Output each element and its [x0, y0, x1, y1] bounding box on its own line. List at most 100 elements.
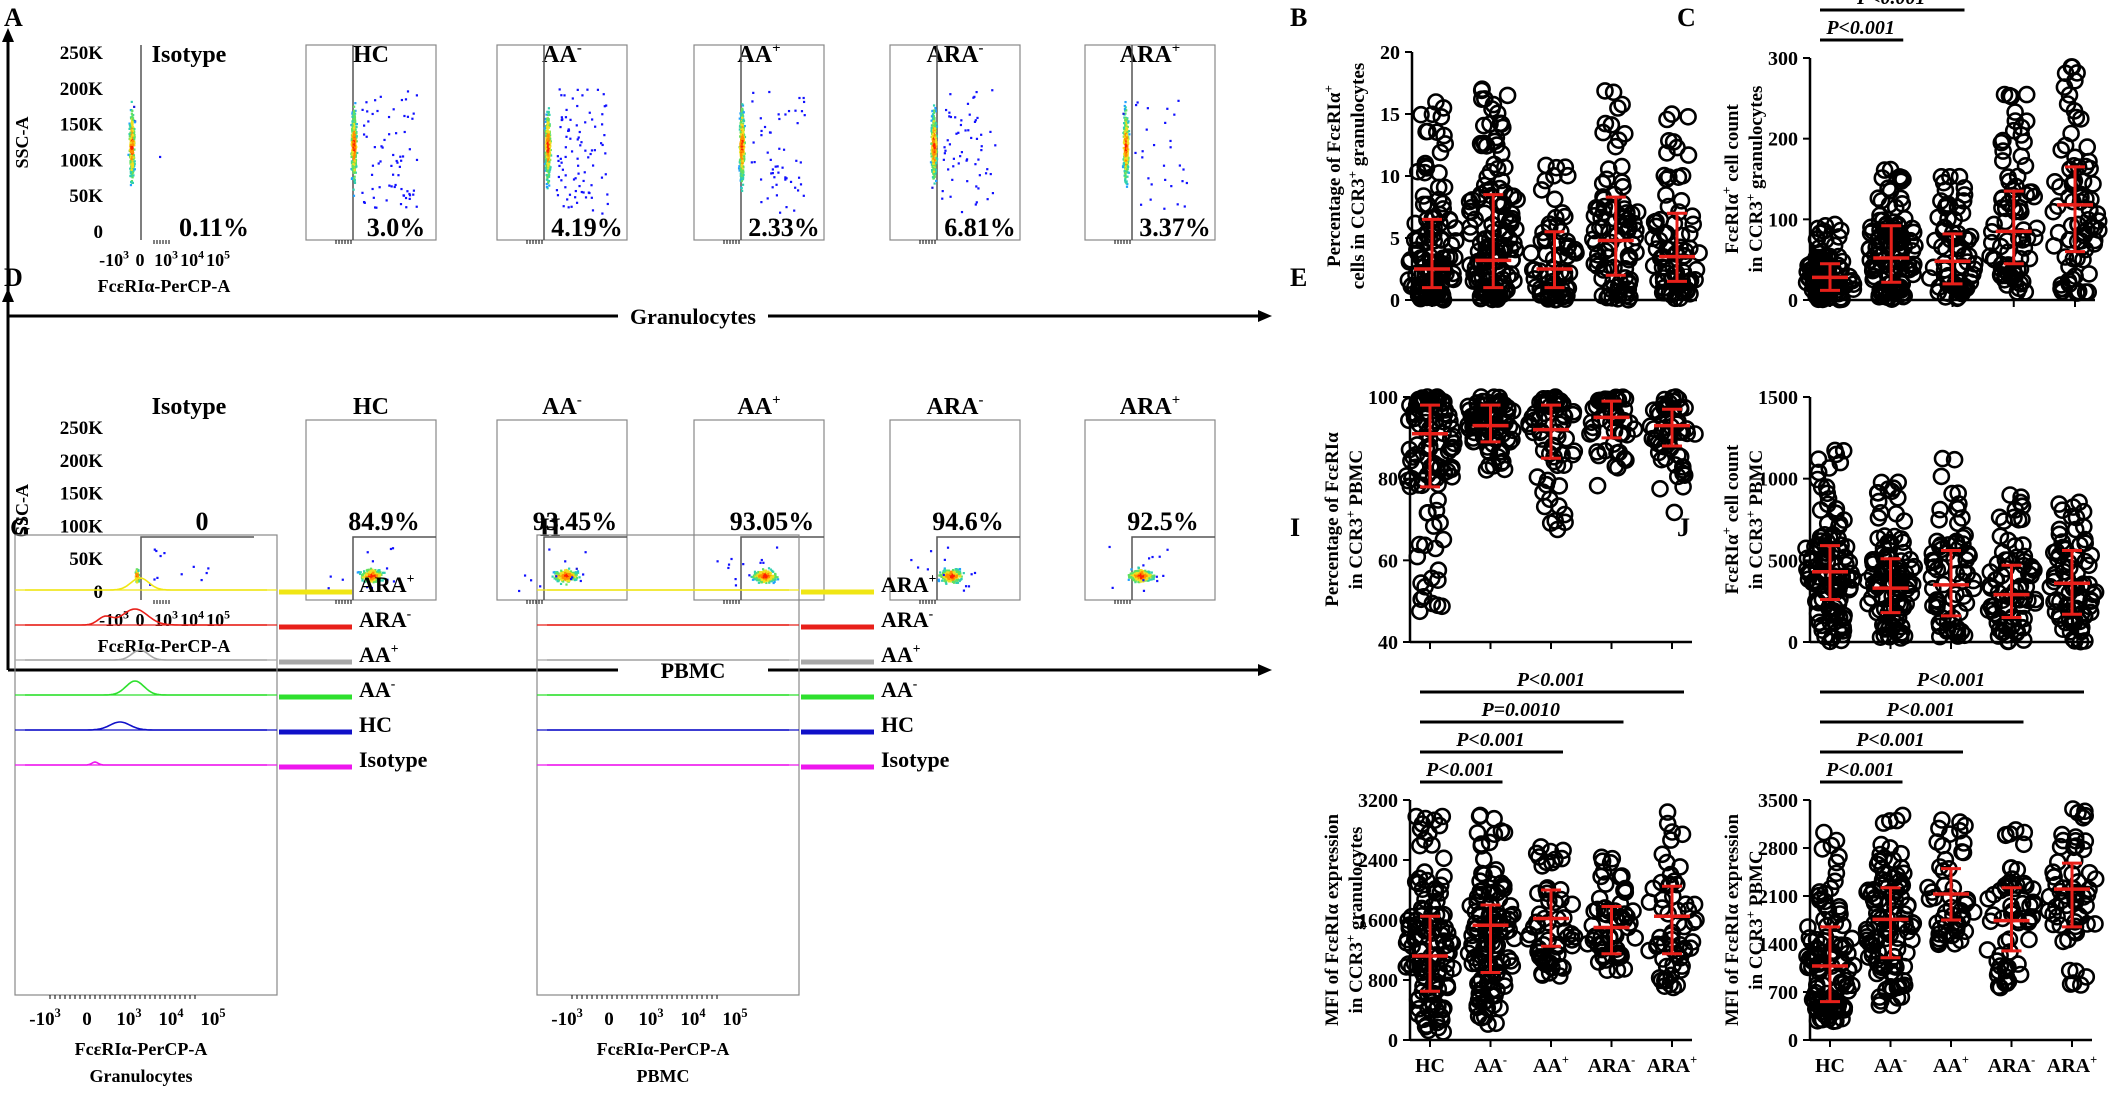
event-dot [131, 163, 134, 166]
event-dot [1137, 569, 1140, 572]
event-dot [133, 144, 136, 147]
y-axis-label-text: cells in CCR3 [1348, 178, 1369, 289]
event-dot [741, 141, 744, 144]
event-dot [353, 181, 357, 185]
event-dot [369, 567, 373, 570]
event-dot [1151, 555, 1154, 559]
event-dot [549, 134, 552, 137]
event-dot [739, 121, 742, 125]
event-dot [1124, 116, 1127, 119]
event-dot [743, 142, 746, 145]
event-dot [569, 137, 572, 140]
legend-label: AA+ [359, 641, 399, 667]
event-dot [753, 160, 756, 164]
event-dot [134, 576, 138, 580]
hist-xtick: -103 [29, 1006, 61, 1030]
event-dot [371, 112, 374, 116]
event-dot [377, 569, 380, 572]
event-dot [740, 139, 743, 142]
gate-percentage: 0.11% [179, 213, 249, 242]
event-dot [1132, 578, 1135, 581]
event-dot [1152, 577, 1155, 581]
event-dot [353, 122, 356, 125]
fc-xtick-base: -10 [99, 610, 123, 630]
event-dot [716, 560, 719, 563]
event-dot [1144, 574, 1147, 577]
event-dot [798, 96, 801, 100]
event-dot [367, 578, 371, 581]
event-dot [366, 570, 369, 573]
event-dot [1127, 574, 1130, 577]
event-dot [957, 162, 960, 165]
event-dot [770, 576, 773, 579]
histogram-curve [25, 649, 267, 661]
event-dot [128, 127, 131, 130]
event-dot [777, 113, 780, 116]
event-dot [948, 143, 952, 146]
event-dot [1126, 146, 1129, 149]
event-dot [949, 195, 952, 198]
event-dot [931, 186, 934, 189]
event-dot [935, 179, 938, 183]
event-dot [130, 154, 133, 158]
event-dot [375, 574, 378, 577]
event-dot [1139, 569, 1142, 572]
event-dot [931, 131, 934, 135]
event-dot [544, 125, 548, 128]
ssc-tick-label: 50K [69, 186, 103, 207]
event-dot [548, 113, 551, 116]
event-dot [561, 571, 565, 574]
event-dot [1126, 125, 1129, 129]
y-tick-label: 10 [1380, 166, 1400, 188]
event-dot [568, 193, 572, 196]
event-dot [351, 141, 355, 144]
event-dot [750, 161, 753, 164]
event-dot [558, 88, 561, 91]
event-dot [740, 127, 743, 130]
y-axis-label-text: FcεRIα [1722, 194, 1743, 254]
event-dot [132, 160, 135, 163]
event-dot [591, 209, 595, 212]
hist-xtick-base: -10 [29, 1009, 54, 1030]
legend-label-sup: - [913, 676, 918, 691]
fc-xtick-base: 10 [206, 610, 224, 630]
event-dot [352, 137, 355, 141]
event-dot [559, 125, 562, 129]
event-dot [365, 573, 368, 576]
event-dot [560, 94, 563, 97]
event-dot [933, 122, 936, 125]
event-dot [547, 180, 550, 183]
event-dot [974, 119, 977, 122]
event-dot [370, 569, 374, 572]
event-dot [351, 115, 354, 118]
data-point [1954, 192, 1973, 210]
event-dot [751, 578, 755, 581]
event-dot [939, 573, 942, 577]
data-point [1500, 212, 1519, 230]
event-dot [800, 110, 804, 113]
event-dot [590, 149, 594, 152]
event-dot [133, 121, 136, 124]
event-dot [757, 570, 760, 574]
event-dot [1123, 127, 1126, 130]
event-dot [1124, 179, 1127, 182]
event-dot [365, 577, 368, 580]
event-dot [351, 167, 355, 170]
event-dot [760, 129, 763, 133]
ssc-tick-label: 100K [60, 150, 104, 171]
event-dot [760, 558, 763, 562]
event-dot [1125, 128, 1129, 131]
event-dot [574, 575, 577, 578]
event-dot [129, 183, 133, 187]
event-dot [578, 184, 581, 188]
data-point [1434, 194, 1452, 213]
event-dot [965, 159, 968, 162]
event-dot [354, 151, 357, 154]
gate-percentage: 0 [196, 507, 209, 536]
event-dot [1123, 138, 1127, 141]
event-dot [768, 576, 772, 579]
data-point [1613, 95, 1631, 114]
data-point [1929, 283, 1948, 301]
